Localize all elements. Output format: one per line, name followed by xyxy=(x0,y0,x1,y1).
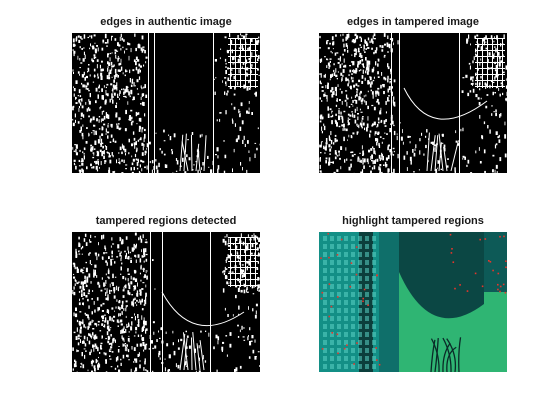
panel-title: edges in tampered image xyxy=(346,16,480,28)
regions-detected-image xyxy=(72,232,260,372)
panel-title: tampered regions detected xyxy=(95,215,237,227)
panel-title: highlight tampered regions xyxy=(342,215,484,227)
edges-authentic-image xyxy=(72,33,260,173)
panel-edges-authentic: edges in authentic image xyxy=(72,16,260,173)
panel-regions-detected: tampered regions detected xyxy=(72,215,260,372)
highlight-tampered-image xyxy=(319,232,507,372)
panel-title: edges in authentic image xyxy=(100,16,232,28)
edges-tampered-image xyxy=(319,33,507,173)
panel-highlight-tampered: highlight tampered regions xyxy=(319,215,507,372)
panel-edges-tampered: edges in tampered image xyxy=(319,16,507,173)
